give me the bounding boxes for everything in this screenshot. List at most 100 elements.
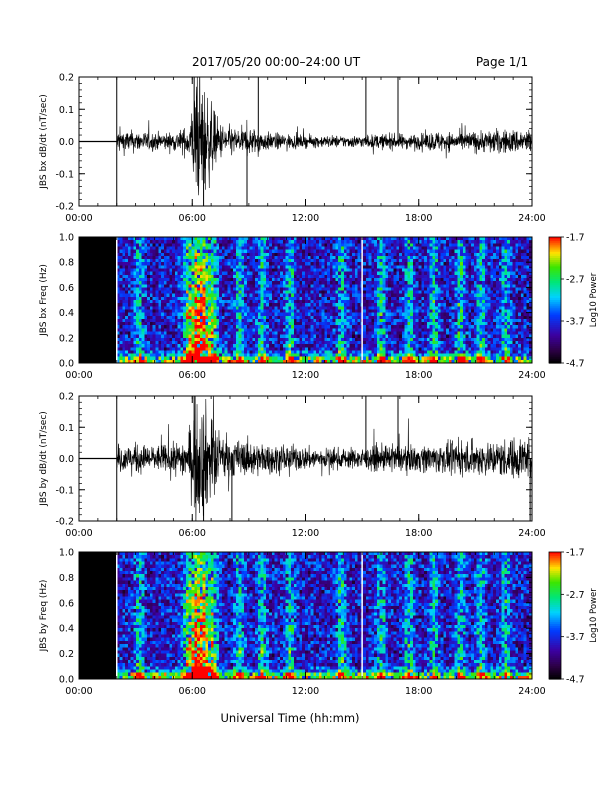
spectrogram-cell [127,347,132,351]
spectrogram-cell [174,249,179,254]
spectrogram-cell [161,243,165,248]
spectrogram-cell [152,281,157,285]
spectrogram-cell [172,300,176,304]
spectrogram-cell [174,337,179,342]
spectrogram-cell [119,284,123,288]
spectrogram-cell [163,325,168,329]
spectrogram-cell [122,293,126,298]
spectrogram-cell [161,359,165,364]
spectrogram-cell [147,246,151,251]
spectrogram-cell [147,312,151,317]
spectrogram-cell [152,262,157,266]
spectrogram-cell [122,331,126,336]
spectrogram-cell [149,312,154,317]
spectrogram-cell [144,287,148,292]
spectrogram-cell [138,334,143,339]
spectrogram-cell [149,347,154,351]
spectrogram-cell [155,240,159,244]
spectrogram-cell [155,331,159,336]
spectrogram-cell [163,293,168,298]
spectrogram-cell [177,334,182,339]
spectrogram-cell [185,255,190,260]
spectrogram-cell [147,237,151,241]
spectrogram-cell [155,243,159,248]
spectrogram-cell [144,344,148,348]
spectrogram-cell [144,277,148,282]
spectrogram-cell [158,356,162,361]
spectrogram-cell [138,296,143,301]
spectrogram-cell [116,312,121,317]
spectrogram-cell [130,271,134,276]
spectrogram-cell [125,350,129,355]
spectrogram-cell [122,296,126,301]
spectrogram-cell [163,287,168,292]
spectrogram-cell [158,309,162,314]
spectrogram-cell [166,262,170,266]
spectrogram-cell [122,290,126,295]
spectrogram-cell [174,277,179,282]
spectrogram-cell [136,237,140,241]
spectrogram-cell [163,350,168,355]
spectrogram-cell [158,334,162,339]
spectrogram-cell [125,277,129,282]
spectrogram-cell [127,322,132,326]
spectrogram-cell [155,287,159,292]
spectrogram-cell [138,237,143,241]
spectrogram-cell [138,246,143,251]
spectrogram-cell [166,356,170,361]
spectrogram-cell [130,334,134,339]
spectrogram-cell [141,290,146,295]
spectrogram-cell [166,293,170,298]
spectrogram-cell [149,277,154,282]
y-tick-label: -0.2 [55,202,74,213]
spectrogram-cell [166,322,170,326]
spectrogram-cell [177,353,182,358]
spectrogram-cell [138,252,143,257]
spectrogram-cell [158,315,162,320]
spectrogram-cell [166,255,170,260]
spectrogram-cell [127,344,132,348]
spectrogram-cell [172,271,176,276]
spectrogram-cell [116,337,121,342]
spectrogram-cell [183,356,187,361]
spectrogram-cell [122,271,126,276]
spectrogram-cell [163,353,168,358]
spectrogram-cell [136,337,140,342]
spectrogram-cell [133,284,137,288]
spectrogram-cell [122,344,126,348]
spectrogram-cell [180,347,184,351]
spectrogram-cell [130,274,134,279]
spectrogram-cell [152,284,157,288]
spectrogram-cell [183,293,187,298]
spectrogram-cell [119,328,123,333]
spectrogram-cell [174,274,179,279]
spectrogram-cell [144,359,148,364]
spectrogram-cell [122,303,126,307]
spectrogram-cell [122,356,126,361]
spectrogram-cell [180,331,184,336]
spectrogram-cell [169,344,173,348]
spectrogram-cell [138,359,143,364]
spectrogram-cell [141,271,146,276]
page-indicator: Page 1/1 [476,55,528,69]
spectrogram-cell [149,309,154,314]
spectrogram-cell [163,322,168,326]
spectrogram-cell [147,259,151,263]
spectrogram-cell [127,318,132,323]
spectrogram-cell [141,249,146,254]
spectrogram-cell [119,350,123,355]
spectrogram-cell [152,322,157,326]
spectrogram-cell [166,268,170,273]
spectrogram-cell [172,293,176,298]
spectrogram-cell [127,274,132,279]
spectrogram-cell [136,344,140,348]
spectrogram-cell [119,287,123,292]
spectrogram-cell [136,293,140,298]
spectrogram-cell [125,309,129,314]
spectrogram-cell [130,353,134,358]
spectrogram-cell [119,331,123,336]
spectrogram-cell [152,252,157,257]
spectrogram-cell [138,328,143,333]
spectrogram-cell [136,274,140,279]
spectrogram-cell [133,334,137,339]
